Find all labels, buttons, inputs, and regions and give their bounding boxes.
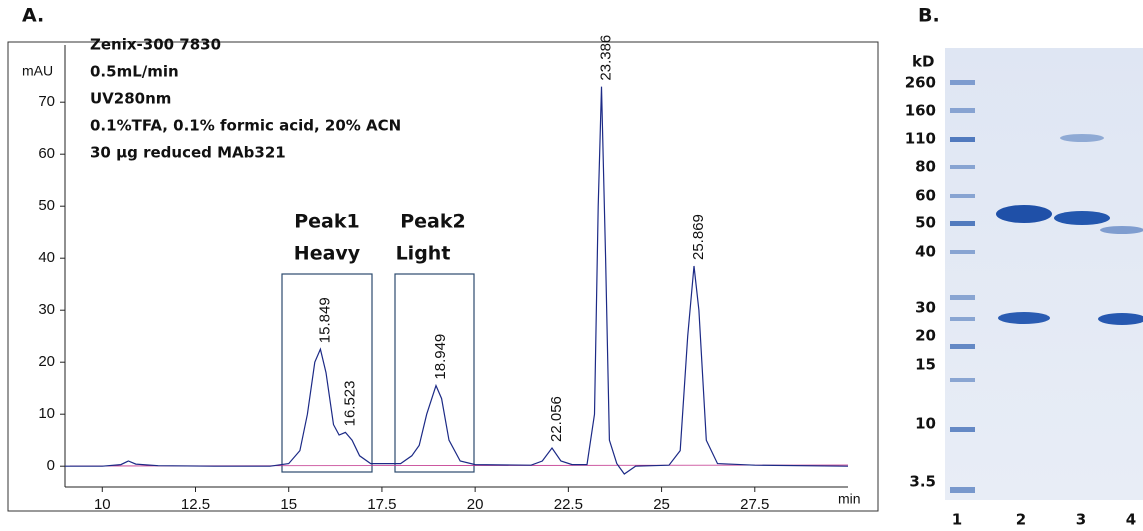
region-label: Peak2	[400, 211, 466, 233]
method-line: 0.5mL/min	[90, 63, 179, 81]
gel-marker-label: 40	[915, 243, 936, 261]
x-tick-label: 17.5	[367, 496, 396, 513]
y-tick-label: 10	[38, 405, 55, 422]
x-tick-label: 12.5	[181, 496, 210, 513]
y-tick-label: 60	[38, 145, 55, 162]
gel-unit: kD	[912, 53, 934, 71]
method-line: 0.1%TFA, 0.1% formic acid, 20% ACN	[90, 117, 401, 135]
gel-marker-label: 160	[905, 102, 936, 120]
y-tick-label: 30	[38, 301, 55, 318]
peak-label: 23.386	[597, 35, 614, 81]
gel-marker-label: 60	[915, 187, 936, 205]
method-line: 30 μg reduced MAb321	[90, 144, 286, 162]
y-tick-label: 70	[38, 93, 55, 110]
y-tick-label: 50	[38, 197, 55, 214]
y-tick-label: 40	[38, 249, 55, 266]
gel-image	[945, 48, 1143, 500]
region-label: Peak1	[294, 211, 360, 233]
y-axis-label: mAU	[22, 63, 53, 79]
gel-marker-label: 10	[915, 415, 936, 433]
gel-lane-label: 2	[1016, 511, 1026, 529]
x-tick-label: 15	[280, 496, 297, 513]
gel-marker-label: 20	[915, 327, 936, 345]
gel-marker-label: 3.5	[909, 473, 936, 491]
gel-marker-label: 50	[915, 214, 936, 232]
x-tick-label: 25	[653, 496, 670, 513]
peak-label: 22.056	[548, 396, 565, 442]
gel-marker-label: 15	[915, 356, 936, 374]
trace	[65, 86, 849, 475]
method-line: UV280nm	[90, 90, 171, 108]
peak1-box	[281, 273, 373, 473]
peak-label: 15.849	[316, 297, 333, 343]
region-sublabel: Light	[396, 243, 451, 265]
y-tick-label: 20	[38, 353, 55, 370]
peak-label: 18.949	[432, 334, 449, 380]
method-line: Zenix-300 7830	[90, 36, 221, 54]
y-tick-label: 0	[47, 457, 55, 474]
region-sublabel: Heavy	[294, 243, 361, 265]
gel-marker-label: 110	[905, 130, 936, 148]
gel-lane-label: 1	[952, 511, 962, 529]
x-tick-label: 22.5	[554, 496, 583, 513]
x-axis-label: min	[838, 491, 861, 507]
peak2-box	[394, 273, 475, 473]
panel-b-title: B.	[918, 5, 940, 27]
x-tick-label: 20	[467, 496, 484, 513]
panel-a-title: A.	[22, 5, 44, 27]
gel-marker-label: 260	[905, 74, 936, 92]
x-tick-label: 10	[94, 496, 111, 513]
gel-marker-label: 30	[915, 299, 936, 317]
gel-lane-label: 4	[1126, 511, 1136, 529]
x-tick-label: 27.5	[740, 496, 769, 513]
gel-marker-label: 80	[915, 158, 936, 176]
peak-label: 16.523	[341, 381, 358, 427]
peak-label: 25.869	[690, 214, 707, 260]
chart-frame	[7, 41, 879, 512]
gel-bands	[950, 80, 1143, 493]
gel-lane-label: 3	[1076, 511, 1086, 529]
